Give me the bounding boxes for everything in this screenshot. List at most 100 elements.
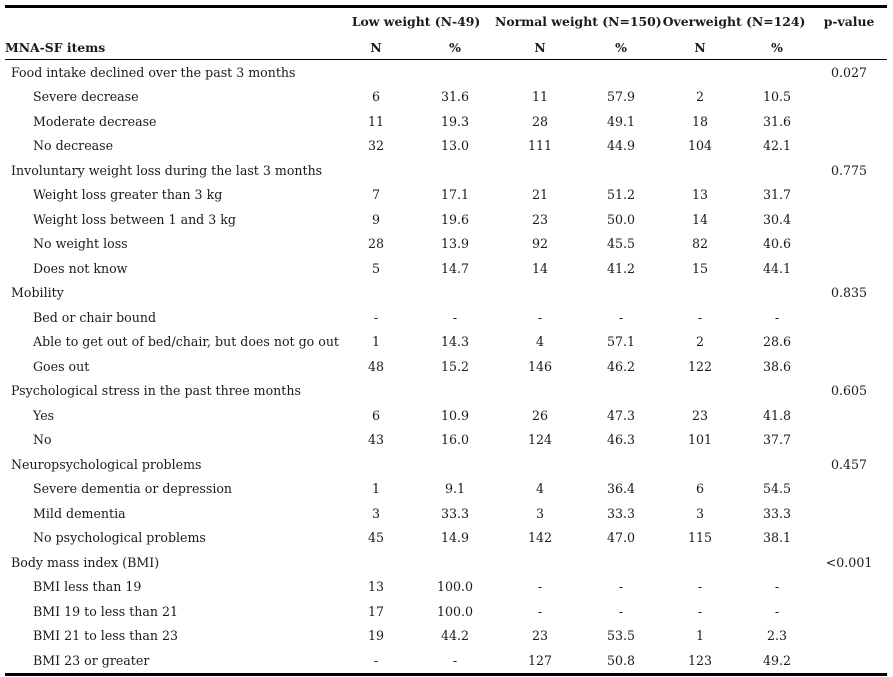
pct-low-weight-cell: 19.3 (440, 113, 470, 129)
item-row: Weight loss greater than 3 kg 7 17.1 21 51.2… (5, 183, 887, 208)
empty-cell (495, 281, 585, 306)
n-normal-weight-cell: 92 (532, 236, 549, 252)
pct-normal-weight-cell: 41.2 (607, 260, 636, 276)
pct-overweight-cell: 38.1 (763, 530, 792, 546)
empty-cell (811, 403, 887, 428)
n-low-weight-cell: 19 (367, 628, 385, 644)
item-label: Mild dementia (33, 505, 126, 521)
item-row: BMI 21 to less than 23 19 44.2 23 53.5 1 2.3 (5, 624, 887, 649)
pct-normal-weight-cell: 46.2 (607, 358, 636, 374)
item-label: BMI 19 to less than 21 (33, 603, 179, 619)
n-overweight-cell: 6 (696, 481, 705, 497)
item-label: BMI less than 19 (33, 579, 142, 595)
pct-low-weight-cell: - (452, 309, 458, 325)
pct-overweight-cell: 10.5 (763, 89, 792, 105)
mna-sf-table: Low weight (N-49) Normal weight (N=150) … (5, 5, 888, 676)
n-low-weight-cell: 17 (367, 603, 385, 619)
n-overweight-cell: 18 (692, 113, 709, 129)
pct-overweight-cell: 33.3 (763, 505, 792, 521)
n-low-weight-cell: 13 (367, 579, 385, 595)
n-overweight-cell: 14 (692, 211, 709, 227)
header-row-groups: Low weight (N-49) Normal weight (N=150) … (5, 5, 888, 35)
empty-cell (811, 648, 888, 676)
item-label: BMI 23 or greater (5, 648, 337, 676)
item-label: Severe dementia or depression (33, 481, 233, 497)
item-row: Goes out 48 15.2 146 46.2 122 38.6 (5, 354, 887, 379)
pct-normal-weight-cell: 47.0 (607, 530, 636, 546)
n-low-weight-cell: 5 (371, 260, 380, 276)
item-label: No weight loss (33, 236, 128, 252)
empty-cell (811, 330, 887, 355)
item-row: No weight loss 28 13.9 92 45.5 82 40.6 (5, 232, 887, 257)
empty-cell (415, 158, 495, 183)
p-value-cell: 0.027 (831, 64, 868, 80)
empty-cell (585, 60, 657, 85)
pct-overweight-cell: 31.7 (763, 187, 792, 203)
group-header-normal-weight: Normal weight (N=150) (495, 5, 662, 35)
item-row: Moderate decrease 11 19.3 28 49.1 18 31.6 (5, 109, 887, 134)
empty-cell (585, 281, 657, 306)
item-row: Severe dementia or depression 1 9.1 4 36.4 6 5… (5, 477, 887, 502)
n-low-weight-cell: 43 (367, 432, 385, 448)
section-label: Involuntary weight loss during the last … (11, 162, 323, 178)
pct-normal-weight-cell: - (618, 579, 624, 595)
empty-cell (811, 624, 887, 649)
n-low-weight-cell: 45 (367, 530, 385, 546)
pct-low-weight-cell: 17.1 (440, 187, 470, 203)
n-overweight-cell: 2 (696, 334, 705, 350)
empty-cell (585, 379, 657, 404)
p-value-cell: <0.001 (825, 554, 873, 570)
item-label: BMI 21 to less than 23 (33, 628, 179, 644)
empty-cell (585, 158, 657, 183)
n-low-weight-cell: 1 (371, 334, 380, 350)
pct-low-weight-cell: 15.2 (440, 358, 470, 374)
pct-low-weight-cell: 9.1 (444, 481, 466, 497)
p-value-cell: 0.775 (831, 162, 868, 178)
item-label: No psychological problems (33, 530, 206, 546)
pct-overweight-cell: 30.4 (763, 211, 792, 227)
item-label: Able to get out of bed/chair, but does n… (33, 334, 339, 350)
n-overweight-cell: 82 (692, 236, 709, 252)
empty-cell (811, 354, 887, 379)
item-row: No psychological problems 45 14.9 142 47.0 11… (5, 526, 887, 551)
pct-header-normal-weight: % (585, 35, 658, 60)
n-low-weight-cell: - (337, 648, 415, 676)
pct-normal-weight-cell: 33.3 (607, 505, 636, 521)
n-normal-weight-cell: - (537, 603, 543, 619)
pct-overweight-cell: 49.2 (743, 648, 812, 676)
pct-low-weight-cell: 14.7 (440, 260, 470, 276)
n-overweight-cell: 123 (657, 648, 744, 676)
pct-overweight-cell: 42.1 (763, 138, 792, 154)
pct-normal-weight-cell: 46.3 (607, 432, 636, 448)
pct-normal-weight-cell: 50.8 (585, 648, 658, 676)
table-body: Food intake declined over the past 3 mon… (5, 60, 888, 676)
section-row: Psychological stress in the past three m… (5, 379, 887, 404)
n-normal-weight-cell: 23 (532, 211, 549, 227)
pvalue-subheader-empty (811, 35, 888, 60)
n-normal-weight-cell: 21 (532, 187, 549, 203)
empty-cell (811, 477, 887, 502)
n-normal-weight-cell: 26 (532, 407, 549, 423)
item-row: No decrease 32 13.0 111 44.9 104 42.1 (5, 134, 887, 159)
empty-cell (811, 575, 887, 600)
n-normal-weight-cell: - (537, 309, 543, 325)
empty-cell (743, 60, 811, 85)
pct-overweight-cell: 2.3 (767, 628, 788, 644)
empty-cell (657, 158, 743, 183)
item-row: Severe decrease 6 31.6 11 57.9 2 10.5 (5, 85, 887, 110)
n-overweight-cell: - (697, 603, 703, 619)
pct-normal-weight-cell: 53.5 (607, 628, 636, 644)
item-label: No decrease (33, 138, 114, 154)
n-header-low-weight: N (337, 35, 415, 60)
header-row-columns: MNA-SF items N % N % N % (5, 35, 888, 60)
n-normal-weight-cell: 11 (532, 89, 549, 105)
pct-low-weight-cell: 100.0 (436, 603, 474, 619)
n-overweight-cell: 15 (692, 260, 709, 276)
item-label: Bed or chair bound (33, 309, 157, 325)
pct-overweight-cell: 40.6 (763, 236, 792, 252)
empty-cell (337, 281, 415, 306)
n-low-weight-cell: 7 (371, 187, 380, 203)
pct-overweight-cell: - (774, 309, 780, 325)
n-low-weight-cell: 6 (371, 89, 380, 105)
pct-overweight-cell: 37.7 (763, 432, 792, 448)
